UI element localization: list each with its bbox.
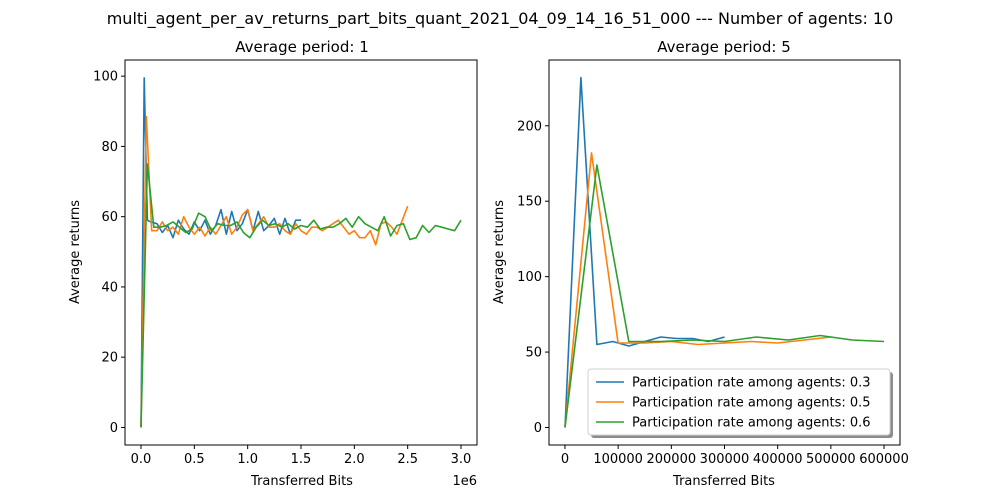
chart-title: Average period: 1 <box>235 38 369 56</box>
chart-panel-average-period-5: Average period: 5 Transferred Bits Avera… <box>492 38 909 489</box>
series-line-2 <box>564 152 831 428</box>
y-tick-label: 40 <box>101 280 118 295</box>
x-axis-label: Transferred Bits <box>250 474 353 489</box>
legend: Participation rate among agents: 0.3 Part… <box>587 368 893 438</box>
series-line-3 <box>564 164 885 428</box>
legend-box <box>587 368 891 436</box>
x-tick-label: 0 <box>561 452 569 467</box>
y-tick-label: 200 <box>517 119 542 134</box>
x-tick-label: 0.0 <box>131 452 152 467</box>
chart-title: Average period: 5 <box>657 38 791 56</box>
legend-entry: Participation rate among agents: 0.6 <box>632 416 871 431</box>
x-tick-label: 100000 <box>593 452 643 467</box>
x-tick-label: 1.0 <box>237 452 258 467</box>
legend-entry: Participation rate among agents: 0.5 <box>632 396 871 411</box>
plot-lines <box>564 76 885 428</box>
x-tick-label: 600000 <box>859 452 909 467</box>
y-tick-label: 150 <box>517 195 542 210</box>
y-tick-label: 50 <box>525 346 542 361</box>
x-tick-label: 300000 <box>700 452 750 467</box>
y-axis-label: Average returns <box>68 200 83 304</box>
series-line-1 <box>140 77 301 428</box>
x-axis-label: Transferred Bits <box>672 474 775 489</box>
y-tick-label: 80 <box>101 140 118 155</box>
x-tick-label: 200000 <box>646 452 696 467</box>
figure-suptitle: multi_agent_per_av_returns_part_bits_qua… <box>107 9 894 29</box>
x-tick-label: 400000 <box>753 452 803 467</box>
axes-frame <box>124 59 478 446</box>
axis-ticks: 0 100000 200000 300000 400000 500000 600000 0 50… <box>517 119 909 467</box>
x-tick-label: 0.5 <box>184 452 205 467</box>
y-tick-label: 60 <box>101 210 118 225</box>
y-tick-label: 100 <box>93 70 118 85</box>
y-tick-label: 100 <box>517 270 542 285</box>
y-tick-label: 0 <box>534 421 542 436</box>
y-axis-label: Average returns <box>492 200 507 304</box>
axis-ticks: 0.0 0.5 1.0 1.5 2.0 2.5 3.0 0 20 40 60 80 100 <box>93 70 471 467</box>
y-tick-label: 0 <box>110 421 118 436</box>
x-tick-label: 2.0 <box>344 452 365 467</box>
legend-entry: Participation rate among agents: 0.3 <box>632 376 871 391</box>
y-tick-label: 20 <box>101 351 118 366</box>
x-tick-label: 3.0 <box>451 452 472 467</box>
series-line-3 <box>140 163 462 428</box>
x-tick-label: 2.5 <box>397 452 418 467</box>
series-line-2 <box>140 115 409 428</box>
x-axis-offset-label: 1e6 <box>452 474 477 489</box>
x-tick-label: 1.5 <box>291 452 312 467</box>
x-tick-label: 500000 <box>806 452 856 467</box>
chart-panel-average-period-1: Average period: 1 Transferred Bits Avera… <box>68 38 478 489</box>
axes-frame <box>548 59 901 446</box>
plot-lines <box>140 77 462 428</box>
